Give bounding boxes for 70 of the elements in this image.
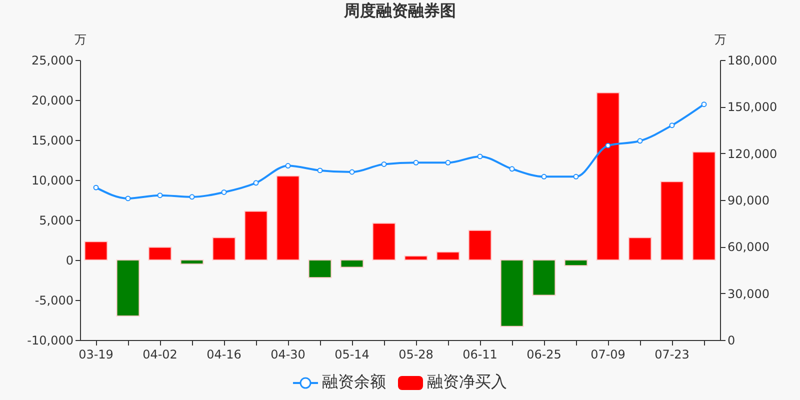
- point: [701, 102, 707, 108]
- bar: [308, 260, 332, 278]
- bar: [436, 252, 460, 260]
- y2-tick-label: 120,000: [728, 146, 778, 161]
- point: [477, 154, 483, 160]
- point: [541, 174, 547, 180]
- bar: [116, 260, 140, 316]
- x-tick-label: 05-28: [398, 348, 434, 362]
- bar: [404, 256, 428, 260]
- bar: [180, 260, 204, 264]
- y2-tick-label: 180,000: [728, 54, 778, 68]
- bar: [372, 222, 396, 260]
- point: [509, 166, 515, 172]
- bar: [596, 92, 620, 260]
- chart-title: 周度融资融券图: [343, 1, 456, 20]
- x-tick-label: 04-02: [142, 348, 178, 362]
- y-tick-label: 15,000: [32, 134, 74, 148]
- y2-tick-label: 90,000: [728, 194, 770, 208]
- point: [573, 174, 579, 180]
- point: [189, 194, 195, 200]
- y-tick-label: 25,000: [32, 54, 74, 68]
- bar: [628, 237, 652, 260]
- legend-label: 融资余额: [322, 372, 386, 393]
- y-axis-title: 万: [74, 32, 86, 46]
- x-tick-label: 03-19: [78, 348, 114, 362]
- bar: [532, 260, 556, 296]
- bar: [500, 260, 524, 327]
- bar: [244, 210, 268, 260]
- y2-tick-label: 150,000: [728, 100, 778, 114]
- bar: [212, 237, 236, 260]
- bar: [340, 260, 364, 268]
- point: [669, 122, 675, 128]
- bar: [148, 246, 172, 260]
- x-tick-label: 04-30: [270, 348, 306, 362]
- legend-label: 融资净买入: [427, 372, 507, 393]
- bar: [564, 260, 588, 266]
- x-tick-label: 04-16: [206, 348, 242, 362]
- bar: [276, 176, 300, 260]
- point: [349, 169, 355, 175]
- point: [221, 189, 227, 195]
- y-tick-label: -5,000: [34, 294, 74, 308]
- x-tick-label: 06-25: [526, 348, 562, 362]
- y2-axis-title: 万: [714, 32, 726, 46]
- y-tick-label: -10,000: [27, 334, 74, 348]
- bar: [660, 181, 684, 260]
- point: [93, 184, 99, 190]
- point: [381, 161, 387, 167]
- y-tick-label: 5,000: [39, 214, 74, 228]
- bar: [468, 230, 492, 260]
- y2-tick-label: 60,000: [728, 240, 770, 254]
- y2-tick-label: 30,000: [728, 286, 770, 301]
- point: [445, 160, 451, 166]
- point: [637, 138, 643, 144]
- x-tick-label: 07-09: [590, 348, 626, 362]
- point: [125, 196, 131, 202]
- point: [605, 142, 611, 148]
- bar: [692, 152, 716, 260]
- point: [285, 163, 291, 169]
- x-tick-label: 05-14: [334, 348, 370, 362]
- point: [317, 168, 323, 174]
- y-tick-label: 0: [66, 254, 74, 268]
- y2-tick-label: 0: [728, 334, 736, 348]
- x-tick-label: 07-23: [654, 348, 690, 362]
- y-tick-label: 20,000: [32, 94, 74, 108]
- point: [157, 192, 163, 198]
- y-tick-label: 10,000: [32, 174, 74, 188]
- point: [413, 160, 419, 166]
- point: [253, 180, 259, 186]
- bar: [84, 241, 108, 260]
- x-tick-label: 06-11: [462, 348, 498, 362]
